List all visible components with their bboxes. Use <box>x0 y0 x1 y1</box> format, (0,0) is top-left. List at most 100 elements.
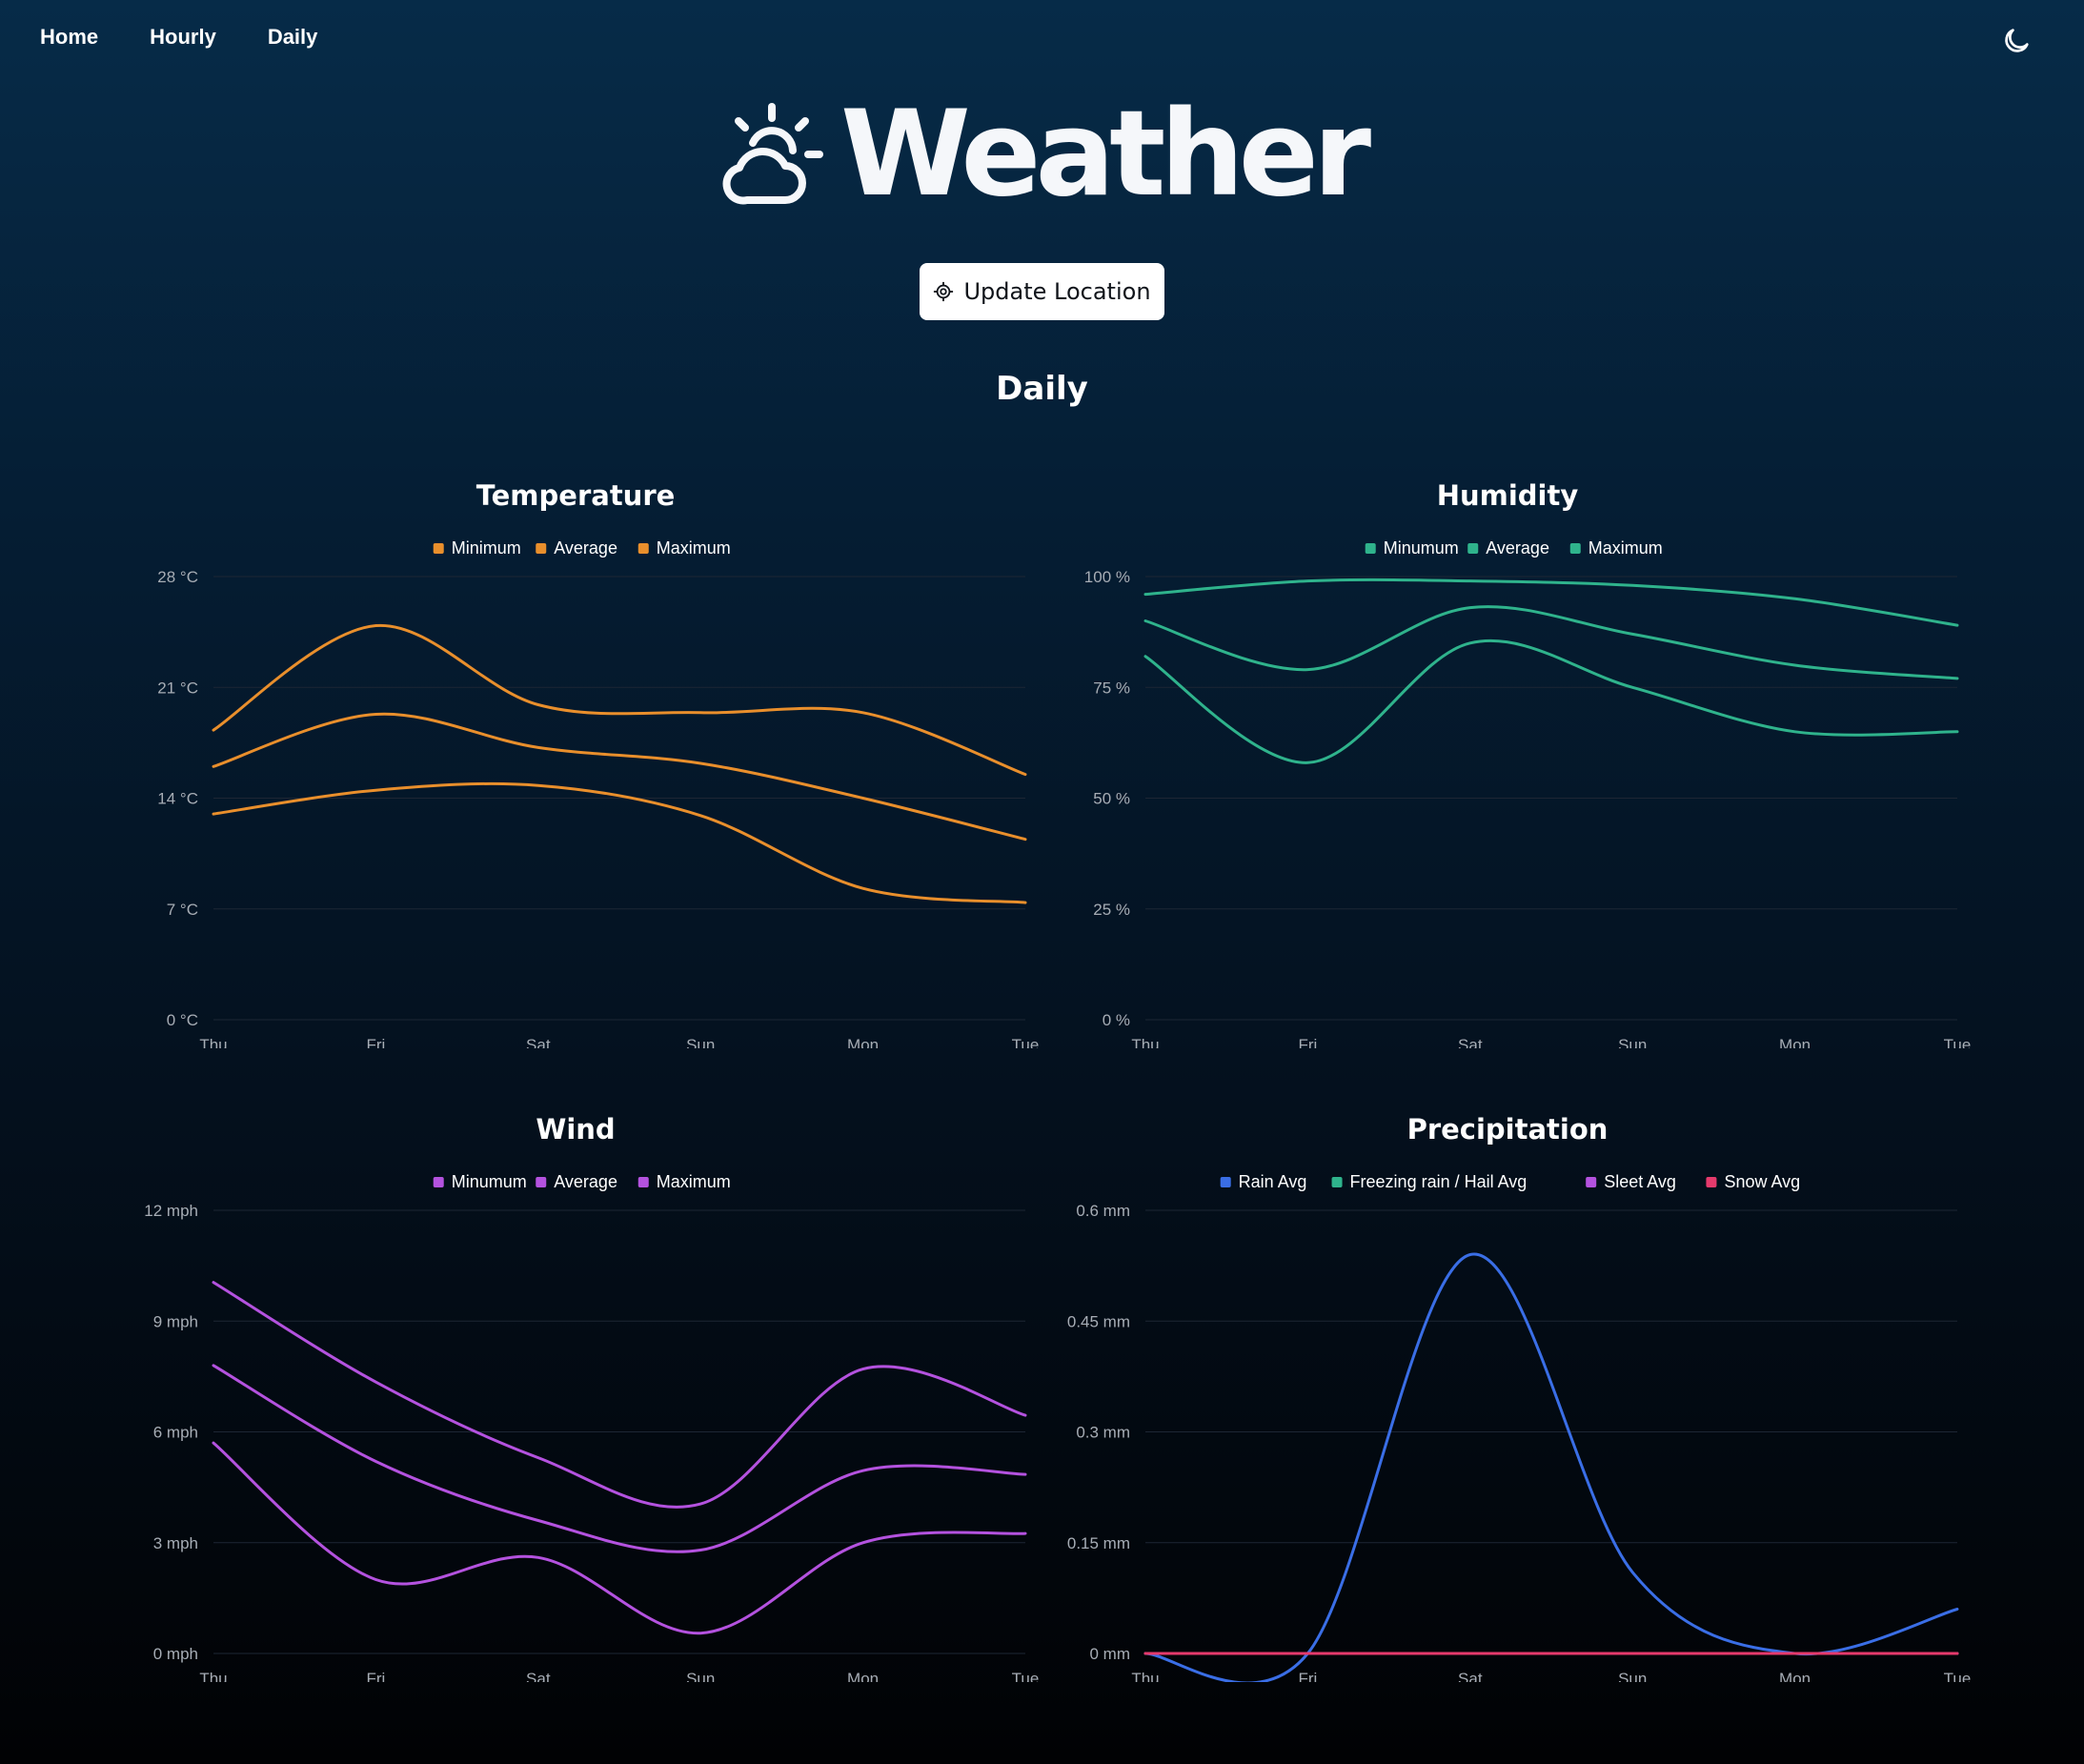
x-tick-label: Thu <box>1131 1036 1159 1048</box>
legend-swatch <box>1331 1177 1343 1187</box>
temp-chart-svg: Temperature Minimum Average Maximum 0 °C 7 °C… <box>157 479 1040 1048</box>
precipitation-chart: Precipitation Rain Avg Freezing rain / Hai… <box>1031 1110 1984 1682</box>
y-tick-label: 0 % <box>1103 1011 1130 1029</box>
legend-label: Freezing rain / Hail Avg <box>1350 1172 1528 1191</box>
y-tick-label: 6 mph <box>153 1424 198 1442</box>
x-tick-label: Tue <box>1012 1670 1040 1682</box>
legend-item[interactable]: Rain Avg <box>1220 1172 1307 1191</box>
legend-swatch <box>637 1177 649 1187</box>
y-tick-label: 100 % <box>1084 568 1130 586</box>
x-tick-label: Thu <box>199 1036 227 1048</box>
x-tick-label: Fri <box>366 1670 385 1682</box>
y-tick-label: 12 mph <box>144 1202 198 1220</box>
x-tick-label: Sun <box>1618 1036 1647 1048</box>
chart-title: Precipitation <box>1407 1113 1609 1146</box>
legend-item[interactable]: Maximum <box>637 538 731 558</box>
y-tick-label: 9 mph <box>153 1312 198 1330</box>
y-tick-label: 50 % <box>1093 790 1130 808</box>
series-line <box>1143 605 1959 680</box>
nav-link-hourly[interactable]: Hourly <box>150 25 216 49</box>
legend-label: Sleet Avg <box>1604 1172 1676 1191</box>
x-tick-label: Sat <box>526 1670 551 1682</box>
y-tick-label: 0.3 mm <box>1076 1424 1130 1442</box>
legend-item[interactable]: Sleet Avg <box>1586 1172 1676 1191</box>
update-location-label: Update Location <box>963 278 1151 305</box>
legend-label: Maximum <box>1588 538 1663 558</box>
x-tick-label: Tue <box>1012 1036 1040 1048</box>
y-tick-label: 28 °C <box>157 568 198 586</box>
section-title: Daily <box>996 370 1088 408</box>
y-tick-label: 0 mm <box>1090 1645 1131 1663</box>
series-line <box>212 712 1027 841</box>
x-tick-label: Fri <box>1298 1670 1317 1682</box>
crosshair-icon <box>934 281 954 302</box>
y-tick-label: 0 mph <box>153 1645 198 1663</box>
x-tick-label: Sat <box>1458 1036 1483 1048</box>
chart-title: Wind <box>536 1113 615 1146</box>
legend-label: Average <box>554 538 617 558</box>
series-line <box>212 1281 1027 1509</box>
y-tick-label: 75 % <box>1093 679 1130 697</box>
precip-chart-svg: Precipitation Rain Avg Freezing rain / Hai… <box>1067 1113 1972 1682</box>
legend-label: Average <box>554 1172 617 1191</box>
nav-link-home[interactable]: Home <box>40 25 99 49</box>
nav-link-daily[interactable]: Daily <box>267 25 318 49</box>
series-line <box>212 781 1027 904</box>
x-tick-label: Mon <box>1779 1670 1811 1682</box>
y-tick-label: 21 °C <box>157 679 198 697</box>
legend-swatch <box>1706 1177 1717 1187</box>
legend-swatch <box>1569 543 1581 554</box>
wind-chart-svg: Wind Minumum Average Maximum 0 mph 3 mph 6 mph… <box>144 1113 1040 1682</box>
legend-label: Minumum <box>452 1172 527 1191</box>
series-line <box>1143 578 1959 627</box>
y-tick-label: 7 °C <box>167 901 198 919</box>
x-tick-label: Sat <box>526 1036 551 1048</box>
y-tick-label: 14 °C <box>157 790 198 808</box>
x-tick-label: Sun <box>686 1036 715 1048</box>
legend-item[interactable]: Freezing rain / Hail Avg <box>1331 1172 1528 1191</box>
legend-swatch <box>1220 1177 1231 1187</box>
update-location-button[interactable]: Update Location <box>920 263 1164 320</box>
x-tick-label: Mon <box>1779 1036 1811 1048</box>
legend-item[interactable]: Minumum <box>1365 538 1459 558</box>
legend-swatch <box>1586 1177 1597 1187</box>
brand-header: Weather <box>0 95 2084 213</box>
legend-item[interactable]: Average <box>536 538 617 558</box>
legend-swatch <box>536 543 547 554</box>
series-line <box>1143 639 1959 764</box>
legend-item[interactable]: Snow Avg <box>1706 1172 1800 1191</box>
legend-item[interactable]: Maximum <box>1569 538 1663 558</box>
legend-swatch <box>637 543 649 554</box>
series-line <box>212 1364 1027 1553</box>
y-tick-label: 25 % <box>1093 901 1130 919</box>
legend-swatch <box>1467 543 1479 554</box>
legend-swatch <box>433 543 444 554</box>
theme-toggle-button[interactable] <box>2000 25 2033 57</box>
legend-swatch <box>1365 543 1376 554</box>
legend-item[interactable]: Minumum <box>433 1172 527 1191</box>
series-line <box>212 1441 1027 1635</box>
hum-chart-svg: Humidity Minumum Average Maximum 0 % 25 % 50 %… <box>1084 479 1972 1048</box>
y-tick-label: 0.6 mm <box>1076 1202 1130 1220</box>
legend-item[interactable]: Minimum <box>433 538 521 558</box>
temperature-chart: Temperature Minimum Average Maximum 0 °C 7 °C… <box>99 476 1052 1048</box>
legend-label: Maximum <box>657 538 731 558</box>
x-tick-label: Mon <box>847 1670 879 1682</box>
x-tick-label: Fri <box>1298 1036 1317 1048</box>
moon-icon <box>2005 29 2029 52</box>
legend-item[interactable]: Average <box>1467 538 1549 558</box>
legend-label: Minumum <box>1384 538 1459 558</box>
wind-chart: Wind Minumum Average Maximum 0 mph 3 mph 6 mph… <box>99 1110 1052 1682</box>
y-tick-label: 0.15 mm <box>1067 1534 1130 1552</box>
series-line <box>212 623 1027 777</box>
brand-title: Weather <box>840 86 1371 223</box>
x-tick-label: Sat <box>1458 1670 1483 1682</box>
legend-label: Average <box>1486 538 1549 558</box>
legend-item[interactable]: Average <box>536 1172 617 1191</box>
x-tick-label: Sun <box>1618 1670 1647 1682</box>
y-tick-label: 3 mph <box>153 1534 198 1552</box>
partly-cloudy-icon <box>722 103 824 205</box>
legend-item[interactable]: Maximum <box>637 1172 731 1191</box>
top-nav: Home Hourly Daily <box>40 25 317 50</box>
x-tick-label: Tue <box>1944 1670 1972 1682</box>
